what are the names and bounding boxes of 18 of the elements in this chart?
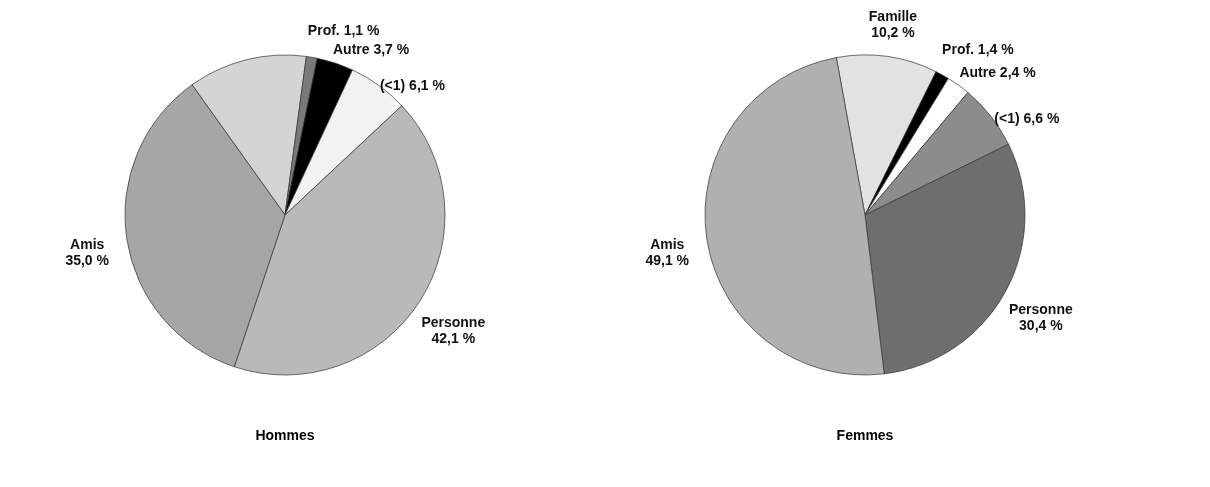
slice-label: (<1) 6,6 % xyxy=(994,109,1060,126)
slice-label: Amis xyxy=(70,235,105,252)
slice-label: Amis xyxy=(650,235,685,252)
slice-label: Famille xyxy=(868,7,918,24)
slice-label: Prof. 1,1 % xyxy=(307,22,380,39)
slice-label: Autre 3,7 % xyxy=(333,40,410,57)
slice-label: (<1) 6,1 % xyxy=(379,76,446,93)
data-label: 42,1 % xyxy=(431,330,476,347)
text: Femmes xyxy=(836,427,894,443)
slice-label: Personne xyxy=(1008,301,1073,318)
data-label: 35,0 % xyxy=(65,251,110,268)
slice-label: Personne xyxy=(421,314,486,331)
data-label: 10,2 % xyxy=(871,23,916,40)
slice-label: Autre 2,4 % xyxy=(959,64,1037,81)
data-label: 30,4 % xyxy=(1019,317,1064,334)
text: Hommes xyxy=(255,427,315,443)
data-label: 49,1 % xyxy=(645,251,690,268)
slice-label: Prof. 1,4 % xyxy=(942,41,1015,58)
